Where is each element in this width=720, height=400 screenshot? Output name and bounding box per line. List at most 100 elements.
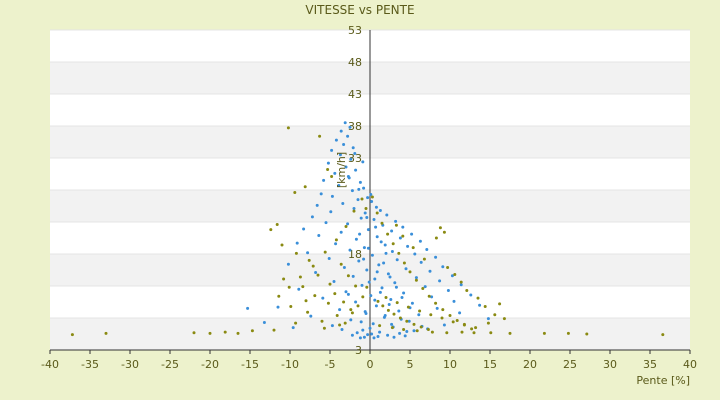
point-series-a: [401, 225, 405, 229]
point-series-a: [387, 303, 391, 307]
point-series-a: [346, 222, 350, 226]
point-series-b: [460, 330, 464, 334]
point-series-b: [323, 250, 327, 254]
point-series-a: [297, 287, 301, 291]
point-series-a: [382, 261, 386, 265]
point-series-a: [374, 304, 378, 308]
x-tick-label: 5: [407, 358, 414, 371]
point-series-b: [392, 312, 396, 316]
point-series-a: [383, 243, 387, 247]
point-series-a: [339, 129, 343, 133]
point-series-a: [359, 320, 363, 324]
point-series-a: [394, 285, 398, 289]
x-tick-label: -20: [201, 358, 219, 371]
point-series-a: [338, 153, 342, 157]
point-series-a: [317, 233, 321, 237]
point-series-a: [398, 331, 402, 335]
point-series-a: [403, 334, 407, 338]
point-series-a: [419, 260, 423, 264]
x-axis-label: Pente [%]: [636, 374, 690, 387]
point-series-b: [418, 309, 422, 313]
point-series-b: [414, 278, 418, 282]
point-series-b: [307, 258, 311, 262]
point-series-a: [386, 333, 390, 337]
point-series-b: [104, 331, 108, 335]
point-series-b: [483, 304, 487, 308]
point-series-b: [376, 299, 380, 303]
point-series-a: [390, 322, 394, 326]
y-axis-label: [km/h]: [335, 152, 348, 188]
point-series-a: [374, 225, 378, 229]
point-series-a: [354, 168, 358, 172]
point-series-b: [356, 304, 360, 308]
point-series-a: [406, 244, 410, 248]
x-tick-label: 35: [643, 358, 657, 371]
point-series-a: [329, 210, 333, 214]
point-series-a: [402, 291, 406, 295]
point-series-b: [282, 277, 286, 281]
point-series-a: [412, 329, 416, 333]
point-series-b: [365, 285, 369, 289]
point-series-a: [386, 272, 390, 276]
point-series-a: [452, 299, 456, 303]
point-series-a: [375, 270, 379, 274]
point-series-a: [246, 306, 250, 310]
point-series-b: [470, 327, 474, 331]
point-series-a: [291, 326, 295, 330]
point-series-b: [394, 223, 398, 227]
point-series-b: [361, 295, 365, 299]
point-series-a: [385, 213, 389, 217]
point-series-b: [330, 175, 334, 179]
point-series-b: [280, 243, 284, 247]
point-series-a: [434, 255, 438, 259]
point-series-a: [458, 311, 462, 315]
point-series-b: [375, 211, 379, 215]
point-series-a: [405, 329, 409, 333]
y-tick-label: 33: [348, 152, 362, 165]
point-series-b: [318, 134, 322, 138]
point-series-b: [395, 301, 399, 305]
point-series-b: [542, 331, 546, 335]
point-series-a: [369, 294, 373, 298]
point-series-a: [362, 257, 366, 261]
point-series-a: [425, 248, 429, 252]
point-series-a: [372, 217, 376, 221]
point-series-b: [344, 224, 348, 228]
point-series-b: [493, 313, 497, 317]
point-series-a: [262, 320, 266, 324]
point-series-b: [472, 331, 476, 335]
point-series-a: [344, 290, 348, 294]
point-series-b: [401, 234, 405, 238]
point-series-a: [373, 298, 377, 302]
point-series-a: [348, 248, 352, 252]
point-series-a: [366, 196, 370, 200]
point-series-b: [405, 319, 409, 323]
point-series-a: [362, 246, 366, 250]
point-series-b: [476, 296, 480, 300]
point-series-a: [344, 165, 348, 169]
point-series-a: [418, 239, 422, 243]
point-series-b: [419, 325, 423, 329]
point-series-b: [448, 313, 452, 317]
point-series-a: [334, 242, 338, 246]
point-series-a: [360, 283, 364, 287]
point-series-b: [301, 285, 305, 289]
point-series-a: [326, 161, 330, 165]
point-series-a: [346, 292, 350, 296]
point-series-a: [358, 232, 362, 236]
point-series-b: [350, 311, 354, 315]
point-series-a: [370, 200, 374, 204]
point-series-a: [357, 259, 361, 263]
point-series-b: [453, 272, 457, 276]
point-series-a: [357, 187, 361, 191]
point-series-a: [435, 306, 439, 310]
point-series-b: [334, 238, 338, 242]
point-series-b: [223, 330, 227, 334]
x-tick-label: 0: [367, 358, 374, 371]
point-series-a: [390, 229, 394, 233]
point-series-b: [474, 326, 478, 330]
point-series-b: [386, 308, 390, 312]
x-tick-label: -10: [281, 358, 299, 371]
y-tick-label: 48: [348, 56, 362, 69]
chart-title: VITESSE vs PENTE: [305, 3, 414, 17]
